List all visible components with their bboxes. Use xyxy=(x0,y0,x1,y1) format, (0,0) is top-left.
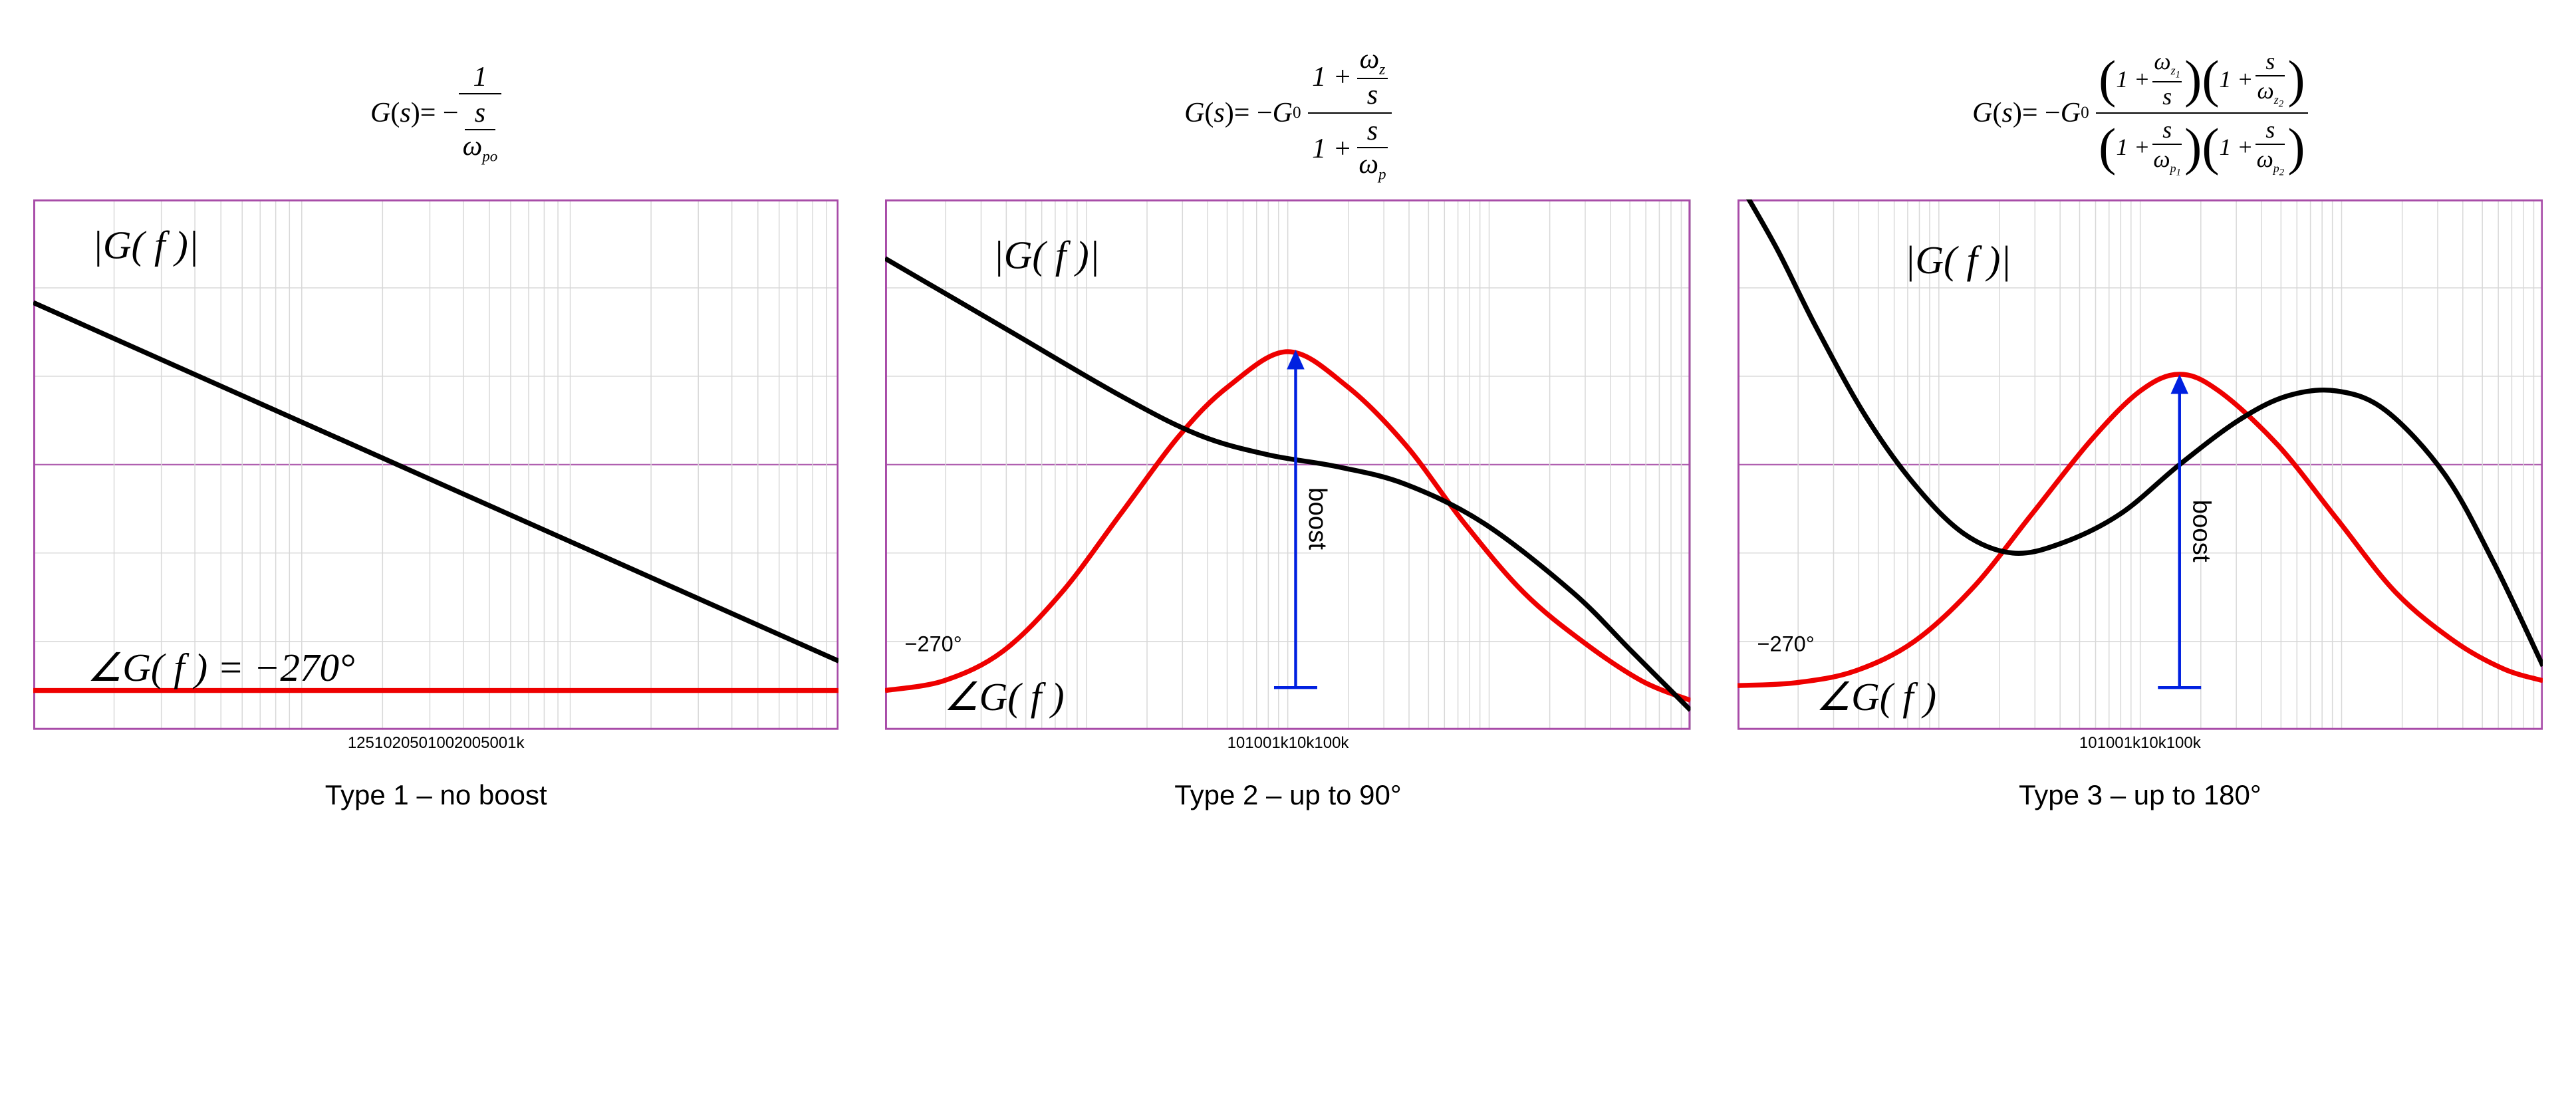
type1-caption: Type 1 – no boost xyxy=(325,779,547,811)
type2-xticks: 101001k10k100k xyxy=(1226,734,1351,753)
panel-type2: G(s) = −G0 1 + ωzs1 + sωp boost |G( f )| ∠G… xyxy=(885,27,1690,811)
type1-xticks: 1251020501002005001k xyxy=(346,734,526,753)
xtick: 100k xyxy=(1314,734,1349,753)
xtick: 1k xyxy=(1271,734,1288,753)
magnitude-label: |G( f )| xyxy=(993,233,1100,277)
xtick: 100 xyxy=(1245,734,1271,753)
magnitude-label: |G( f )| xyxy=(92,223,199,267)
panel-type3: G(s) = −G0 (1 + ωz1s)(1 + sωz2)(1 + sωp1… xyxy=(1738,27,2543,811)
phase-label: ∠G( f ) = −270° xyxy=(87,646,354,689)
xtick: 1 xyxy=(348,734,356,753)
type2-caption: Type 2 – up to 90° xyxy=(1174,779,1401,811)
xtick: 20 xyxy=(392,734,410,753)
phase-270-annotation: −270° xyxy=(905,632,962,656)
xtick: 100k xyxy=(2166,734,2201,753)
type1-chart: |G( f )| ∠G( f ) = −270° xyxy=(33,199,838,730)
xtick: 500 xyxy=(481,734,507,753)
type1-equation: G(s) = − 1sωpo xyxy=(370,27,501,199)
xtick: 100 xyxy=(428,734,454,753)
xtick: 100 xyxy=(2097,734,2124,753)
xtick: 1k xyxy=(2124,734,2140,753)
boost-label: boost xyxy=(2187,500,2216,562)
magnitude-label: |G( f )| xyxy=(1904,238,2011,282)
type3-chart: boost |G( f )| ∠G( f )−270° xyxy=(1738,199,2543,730)
xtick: 10 xyxy=(2079,734,2097,753)
xtick: 50 xyxy=(410,734,428,753)
type2-chart: boost |G( f )| ∠G( f ) −270° xyxy=(885,199,1690,730)
panel-type1: G(s) = − 1sωpo|G( f )|∠G( f ) = −270°125… xyxy=(33,27,838,811)
type3-equation: G(s) = −G0 (1 + ωz1s)(1 + sωz2)(1 + sωp1… xyxy=(1972,27,2307,199)
phase-label: ∠G( f ) xyxy=(944,675,1065,719)
type3-caption: Type 3 – up to 180° xyxy=(2019,779,2261,811)
xtick: 10k xyxy=(1289,734,1315,753)
phase-label: ∠G( f ) xyxy=(1816,675,1936,719)
type2-equation: G(s) = −G0 1 + ωzs1 + sωp xyxy=(1184,27,1392,199)
type3-xticks: 101001k10k100k xyxy=(2078,734,2202,753)
xtick: 10 xyxy=(1227,734,1245,753)
boost-label: boost xyxy=(1303,487,1332,550)
xtick: 2 xyxy=(356,734,365,753)
xtick: 1k xyxy=(507,734,524,753)
xtick: 10 xyxy=(374,734,392,753)
phase-270-annotation: −270° xyxy=(1757,632,1814,656)
xtick: 5 xyxy=(366,734,374,753)
xtick: 200 xyxy=(454,734,481,753)
xtick: 10k xyxy=(2140,734,2166,753)
